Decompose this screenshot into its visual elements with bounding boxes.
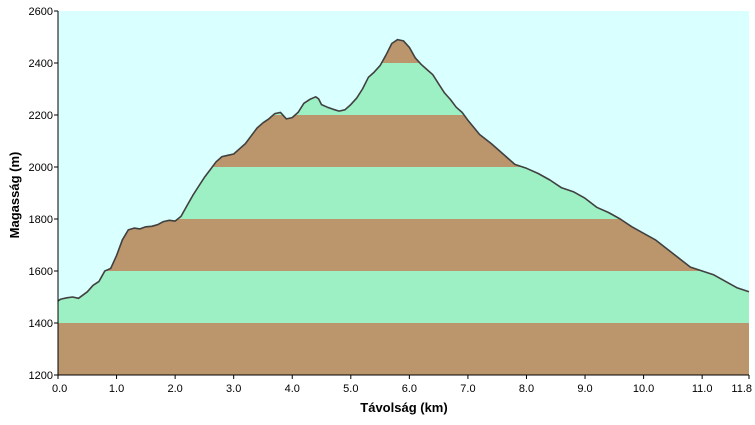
- x-tick-label: 11.0: [692, 383, 713, 395]
- x-tick-label: 3.0: [226, 383, 241, 395]
- axes: [54, 10, 750, 379]
- y-axis-title: Magasság (m): [7, 152, 22, 239]
- y-tick-label: 1600: [29, 266, 53, 278]
- x-axis-title: Távolság (km): [360, 400, 447, 415]
- y-tick-label: 2600: [29, 6, 53, 18]
- x-tick-label: 6.0: [402, 383, 417, 395]
- x-tick-label: 10.0: [633, 383, 654, 395]
- x-tick-label: 7.0: [460, 383, 475, 395]
- x-tick-label: 1.0: [109, 383, 124, 395]
- x-tick-label: 9.0: [577, 383, 592, 395]
- x-tick-label: 0.0: [52, 383, 67, 395]
- x-tick-label: 2.0: [167, 383, 182, 395]
- x-tick-label: 11.8: [731, 383, 752, 395]
- elevation-profile-line: [57, 38, 750, 302]
- x-tick-label: 5.0: [343, 383, 358, 395]
- y-tick-label: 1400: [29, 318, 53, 330]
- x-tick-label: 4.0: [285, 383, 300, 395]
- elevation-band-1400-1600: [58, 271, 749, 323]
- y-tick-label: 1800: [29, 214, 53, 226]
- y-tick-label: 2400: [29, 58, 53, 70]
- elevation-band-1200-1400: [58, 323, 749, 375]
- tick-labels: 1200 1400 1600 1800 2000 2200 2400 2600 0.0 1.0 2.…: [29, 6, 752, 395]
- y-tick-label: 2000: [29, 162, 53, 174]
- y-tick-label: 2200: [29, 110, 53, 122]
- x-tick-label: 8.0: [519, 383, 534, 395]
- y-tick-label: 1200: [29, 370, 53, 382]
